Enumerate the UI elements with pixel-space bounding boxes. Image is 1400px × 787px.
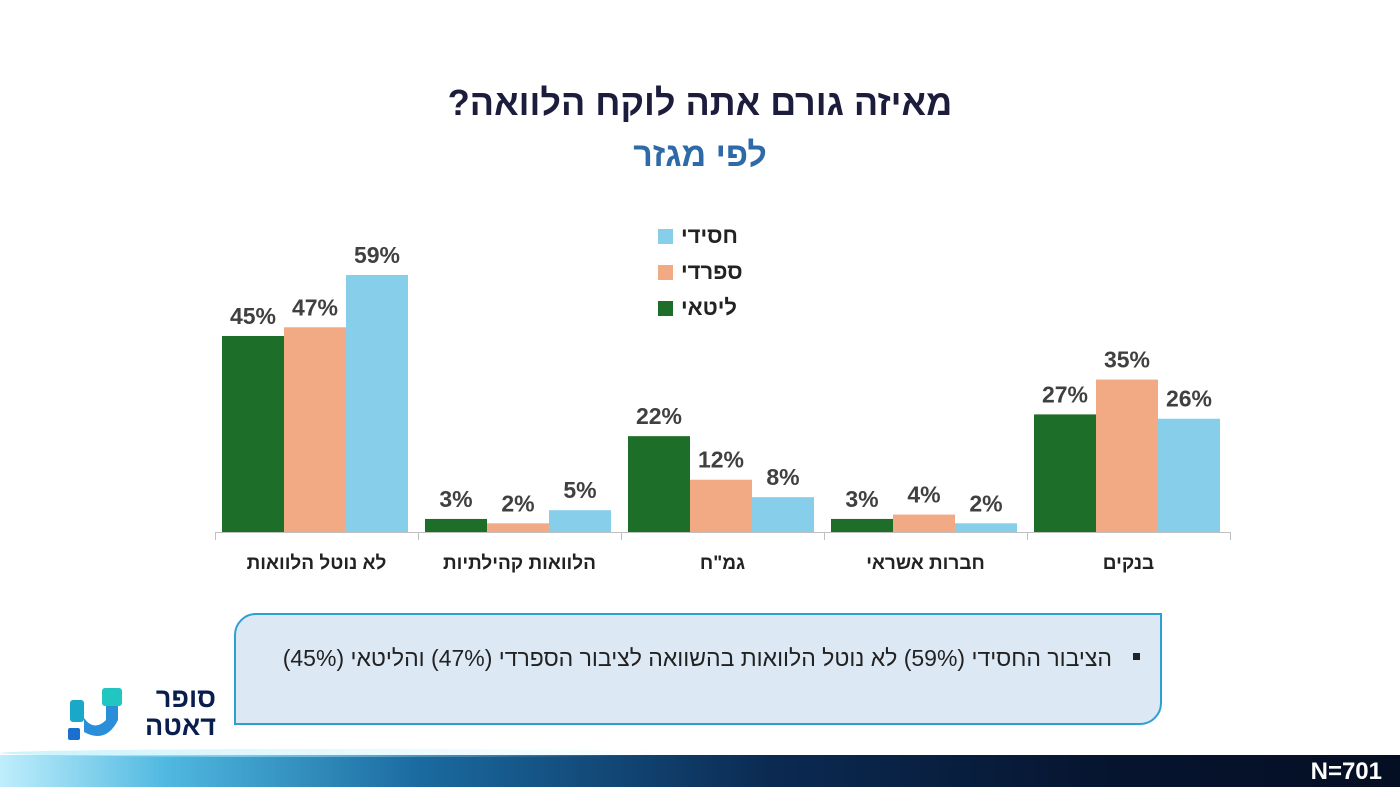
bar xyxy=(425,518,487,532)
logo-line2: דאטה xyxy=(145,711,216,741)
data-label: 26% xyxy=(1166,386,1212,412)
data-label: 2% xyxy=(501,490,534,516)
data-label: 3% xyxy=(439,486,472,512)
legend-swatch xyxy=(658,264,673,280)
data-label: 27% xyxy=(1042,381,1088,407)
bar xyxy=(628,436,690,532)
legend-label: ליטאי xyxy=(681,295,737,320)
bar xyxy=(1096,379,1158,532)
data-label: 22% xyxy=(636,403,682,429)
bar xyxy=(222,335,284,532)
bar-chart: לא נוטל הלוואות 45% 47% 59% הלוואות קהילתיות… xyxy=(215,242,1231,574)
bar xyxy=(487,523,549,532)
bar xyxy=(284,327,346,532)
sample-size: N=701 xyxy=(1310,758,1382,785)
data-label: 35% xyxy=(1104,347,1150,373)
data-label: 2% xyxy=(969,490,1002,516)
logo: סופר דאטה xyxy=(66,683,216,744)
data-label: 59% xyxy=(354,242,400,268)
logo-mark-icon xyxy=(68,688,122,740)
chart-title: מאיזה גורם אתה לוקח הלוואה? xyxy=(447,82,953,123)
bar xyxy=(549,510,611,532)
legend: חסידי ספרדי ליטאי xyxy=(658,218,743,326)
x-tick-label: לא נוטל הלוואות xyxy=(247,553,387,574)
bar xyxy=(955,523,1017,532)
bar xyxy=(690,479,752,532)
bar xyxy=(1158,418,1220,532)
data-label: 45% xyxy=(230,303,276,329)
bar xyxy=(831,518,893,532)
data-label: 47% xyxy=(292,294,338,320)
legend-swatch xyxy=(658,300,673,316)
chart-subtitle: לפי מגזר xyxy=(633,136,767,174)
legend-label: חסידי xyxy=(681,223,738,248)
bar xyxy=(752,497,814,532)
legend-item: ספרדי xyxy=(658,254,743,290)
bar xyxy=(1034,414,1096,532)
data-label: 12% xyxy=(698,447,744,473)
footer-bar: N=701 xyxy=(0,749,1400,787)
data-label: 4% xyxy=(907,482,940,508)
logo-line1: סופר xyxy=(155,683,216,713)
legend-label: ספרדי xyxy=(681,259,743,284)
data-label: 3% xyxy=(845,486,878,512)
insight-text: הציבור החסידי (59%) לא נוטל הלוואות בהשו… xyxy=(282,645,1112,671)
insight-box: הציבור החסידי (59%) לא נוטל הלוואות בהשו… xyxy=(234,613,1162,725)
x-tick-label: גמ"ח xyxy=(700,553,745,574)
x-tick-label: חברות אשראי xyxy=(866,553,985,574)
bar xyxy=(346,275,408,532)
data-label: 8% xyxy=(766,464,799,490)
legend-item: ליטאי xyxy=(658,290,743,326)
data-label: 5% xyxy=(563,477,596,503)
bullet-icon xyxy=(1133,653,1140,660)
x-tick-label: בנקים xyxy=(1103,553,1154,574)
bar xyxy=(893,514,955,532)
legend-swatch xyxy=(658,228,673,244)
x-tick-label: הלוואות קהילתיות xyxy=(443,553,596,574)
legend-item: חסידי xyxy=(658,218,743,254)
